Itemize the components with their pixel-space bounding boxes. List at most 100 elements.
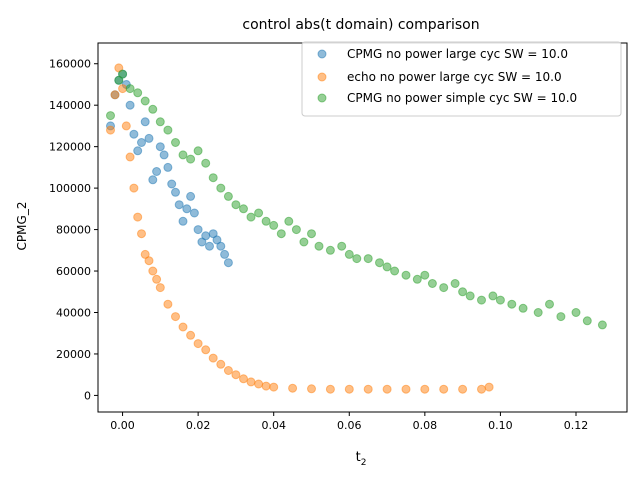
data-point [133,146,143,156]
y-tick-label: 80000 [56,224,91,237]
data-point [216,359,226,369]
data-point [186,191,196,201]
data-point [254,208,264,218]
data-point [155,283,165,293]
data-point [171,138,180,147]
y-tick-label: 0 [84,389,91,402]
data-point [178,150,188,160]
data-point [382,384,392,394]
y-tick-label: 60000 [56,265,91,278]
legend-label-cpmg-large: CPMG no power large cyc SW = 10.0 [347,47,568,61]
data-point [465,291,475,301]
x-tick-label: 0.00 [110,419,135,432]
y-tick-label: 160000 [49,58,91,71]
y-axis-label: CPMG_2 [15,202,29,251]
data-point [155,142,165,152]
data-point [390,266,400,276]
series-2-points [106,69,607,330]
data-point [458,287,468,297]
data-point [427,279,437,288]
data-point [401,384,411,394]
data-point [216,183,226,193]
data-point [363,254,373,264]
data-point [239,204,248,214]
data-point [121,121,131,131]
data-point [186,330,196,340]
data-point [201,158,211,168]
x-axis-ticks: 0.00 0.02 0.04 0.06 0.08 0.10 0.12 [110,412,588,432]
data-point [186,154,196,164]
legend-label-echo-large: echo no power large cyc SW = 10.0 [347,70,562,84]
data-point [518,303,528,313]
data-point [261,381,271,391]
data-point [439,283,449,293]
data-point [106,125,115,135]
data-point [261,216,271,226]
data-point [137,138,146,147]
x-axis-label: t2 [356,450,367,468]
data-point [110,90,120,100]
data-point [137,229,146,239]
data-point [495,295,505,305]
data-point [178,322,188,332]
data-point [299,237,309,247]
series-1-points [106,63,494,394]
legend-label-cpmg-simple: CPMG no power simple cyc SW = 10.0 [347,91,577,105]
data-point [205,241,214,251]
data-point [582,316,592,326]
chart-title: control abs(t domain) comparison [242,17,479,33]
x-axis-label-main: t [356,450,361,465]
legend-box [301,41,622,117]
data-point [129,129,139,139]
data-point [458,384,468,394]
data-point [201,345,211,355]
data-point [220,249,230,259]
data-point [325,384,335,394]
y-axis-ticks: 0 20000 40000 60000 80000 100000 120000 140000 1… [49,58,98,402]
data-point [163,299,173,309]
data-point [148,104,158,114]
data-point [178,216,188,226]
data-point [189,208,199,218]
y-tick-label: 140000 [49,99,91,112]
data-point [223,191,233,201]
data-point [125,100,135,110]
y-tick-label: 40000 [56,306,91,319]
data-point [344,384,354,394]
data-point [106,111,115,121]
data-point [412,274,422,284]
x-tick-label: 0.06 [337,419,362,432]
data-point [545,299,554,309]
data-point [597,320,607,330]
data-point [171,312,180,322]
data-point [231,370,241,380]
data-point [484,382,494,392]
data-point [171,187,180,197]
data-point [129,183,139,193]
data-point [450,279,460,288]
data-point [231,200,241,210]
data-point [208,173,218,183]
x-tick-label: 0.10 [488,419,513,432]
data-point [288,383,298,393]
data-point [439,384,449,394]
data-point [148,175,158,185]
data-point [152,167,162,176]
data-point [571,308,581,317]
data-point [307,384,316,394]
data-point [337,241,347,251]
data-point [118,84,128,94]
data-point [382,262,392,272]
data-point [125,84,135,94]
data-point [163,125,173,135]
legend-marker-cpmg-simple [317,93,327,103]
data-point [325,245,335,255]
data-point [269,382,279,392]
data-point [193,339,203,349]
x-tick-label: 0.02 [186,419,211,432]
data-point [375,258,384,268]
data-point [533,308,543,317]
data-point [193,146,203,156]
data-point [167,179,177,189]
